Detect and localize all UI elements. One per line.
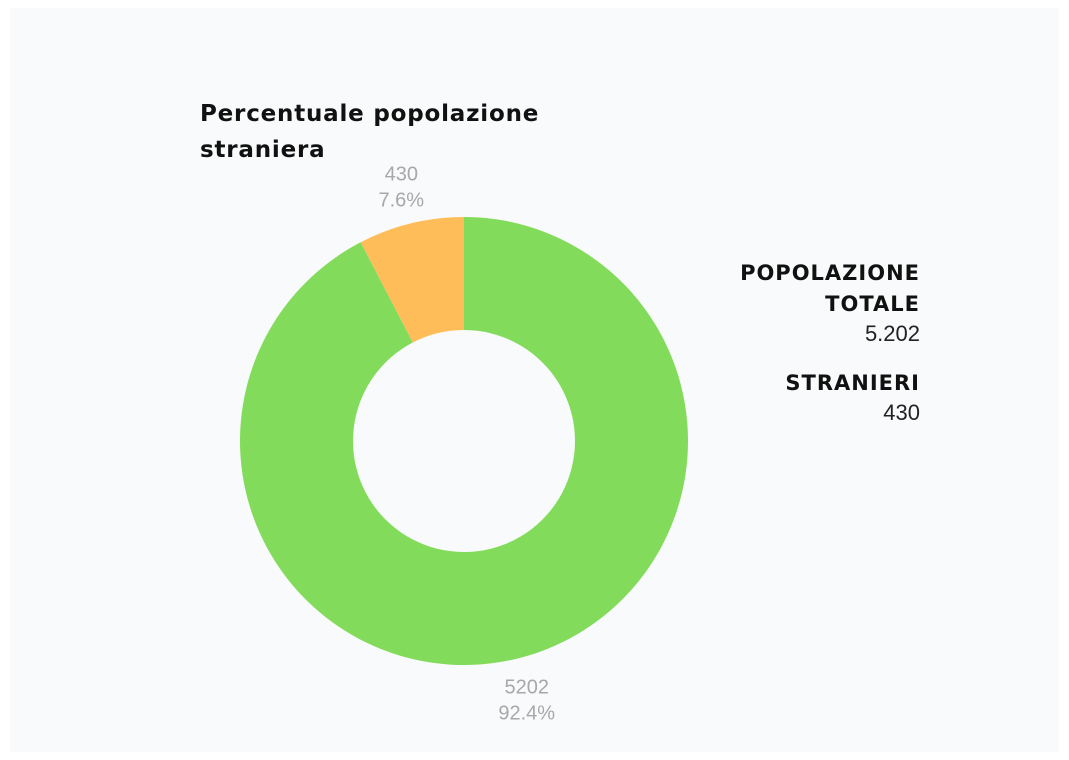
slice-percent-label: 92.4% <box>498 702 555 724</box>
slice-percent-label: 7.6% <box>378 190 424 212</box>
slice-value-label: 430 <box>385 164 418 186</box>
total-population-label-line2: TOTALE <box>825 292 920 316</box>
slice-value-label: 5202 <box>504 676 549 698</box>
total-population-label-line1: POPOLAZIONE <box>740 261 920 285</box>
total-population-stat: POPOLAZIONE TOTALE 5.202 <box>660 258 920 348</box>
donut-slice-430 <box>360 217 464 343</box>
stats-panel: POPOLAZIONE TOTALE 5.202 STRANIERI 430 <box>660 258 920 447</box>
chart-title: Percentuale popolazione straniera <box>200 101 540 163</box>
donut-slice-5202 <box>240 217 688 665</box>
total-population-value: 5.202 <box>864 321 920 346</box>
foreign-population-label: STRANIERI <box>785 371 920 395</box>
foreign-population-value: 430 <box>883 400 920 425</box>
foreign-population-stat: STRANIERI 430 <box>660 368 920 427</box>
